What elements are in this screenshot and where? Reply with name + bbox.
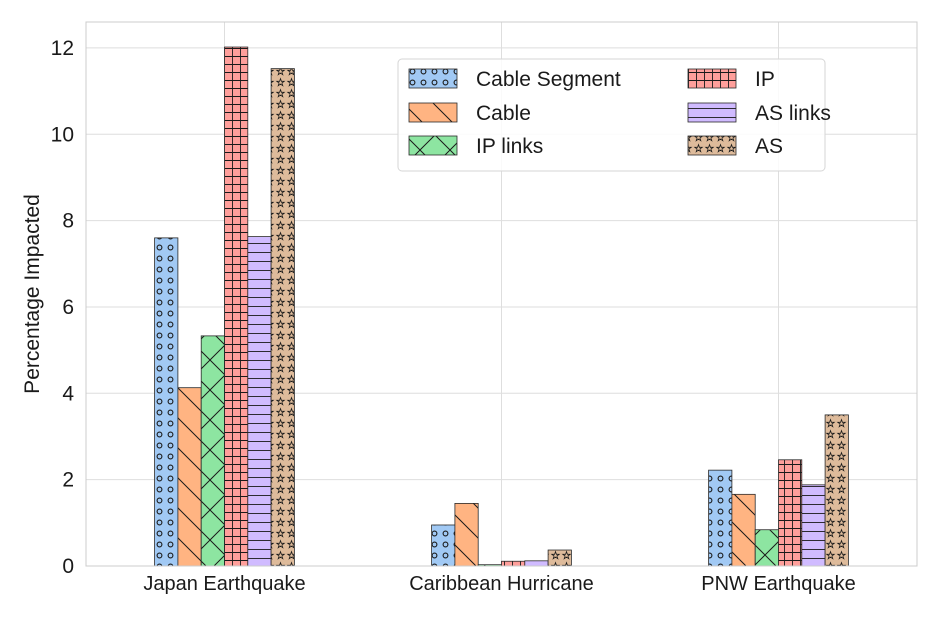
x-tick-label: Japan Earthquake xyxy=(143,573,305,595)
legend-label: AS links xyxy=(755,102,831,125)
y-tick-label: 8 xyxy=(62,210,74,233)
bar-hatch xyxy=(824,414,849,567)
bar-hatch xyxy=(224,46,249,567)
series-cable-segment xyxy=(154,237,733,567)
legend-item: IP xyxy=(687,68,775,91)
legend-swatch-hatch xyxy=(687,68,737,89)
bar-hatch xyxy=(754,529,779,567)
x-axis-ticks: Japan Earthquake Caribbean Hurricane PNW E… xyxy=(143,573,855,595)
bar-hatch xyxy=(454,502,479,567)
bar-hatch xyxy=(247,236,272,567)
legend-item: Cable Segment xyxy=(408,68,621,91)
series-cable xyxy=(177,387,756,567)
y-tick-label: 12 xyxy=(51,37,74,60)
y-tick-label: 0 xyxy=(62,555,74,578)
legend-item: Cable xyxy=(408,102,531,125)
y-tick-label: 6 xyxy=(62,296,74,319)
bar-hatch xyxy=(708,469,733,567)
bar-hatch xyxy=(154,237,179,567)
legend-swatch-hatch xyxy=(408,135,458,156)
legend: Cable Segment Cable IP links IP AS links AS xyxy=(397,58,831,172)
y-tick-label: 10 xyxy=(51,123,74,146)
legend-swatch-hatch xyxy=(408,68,458,89)
legend-label: IP links xyxy=(476,135,543,158)
legend-label: Cable Segment xyxy=(476,68,621,91)
legend-swatch-hatch xyxy=(687,135,737,156)
y-tick-label: 2 xyxy=(62,469,74,492)
legend-item: IP links xyxy=(408,135,543,158)
legend-swatch-hatch xyxy=(687,102,737,123)
x-tick-label: PNW Earthquake xyxy=(701,573,856,595)
bar-hatch xyxy=(200,335,225,567)
y-axis-label: Percentage Impacted xyxy=(21,194,44,394)
legend-item: AS links xyxy=(687,102,831,125)
bar-hatch xyxy=(501,560,526,567)
x-tick-label: Caribbean Hurricane xyxy=(409,573,594,595)
bar-hatch xyxy=(731,493,756,567)
y-axis-ticks: 0 2 4 6 8 10 12 xyxy=(51,37,75,578)
plot-frame xyxy=(85,21,918,567)
bar-hatch xyxy=(177,387,202,567)
series-as xyxy=(270,68,849,567)
series-ip xyxy=(224,46,803,567)
bar-hatch xyxy=(547,549,572,567)
series-as-links xyxy=(247,236,826,567)
bar-hatch xyxy=(270,68,295,567)
legend-label: Cable xyxy=(476,102,531,125)
legend-label: IP xyxy=(755,68,775,91)
legend-swatch-hatch xyxy=(408,102,458,123)
bars xyxy=(154,46,849,567)
bar-hatch xyxy=(524,560,549,567)
legend-label: AS xyxy=(755,135,783,158)
bar-hatch xyxy=(801,484,826,567)
y-tick-label: 4 xyxy=(62,382,74,405)
legend-item: AS xyxy=(687,135,783,158)
bar-hatch xyxy=(431,524,456,567)
bar-hatch xyxy=(778,459,803,567)
